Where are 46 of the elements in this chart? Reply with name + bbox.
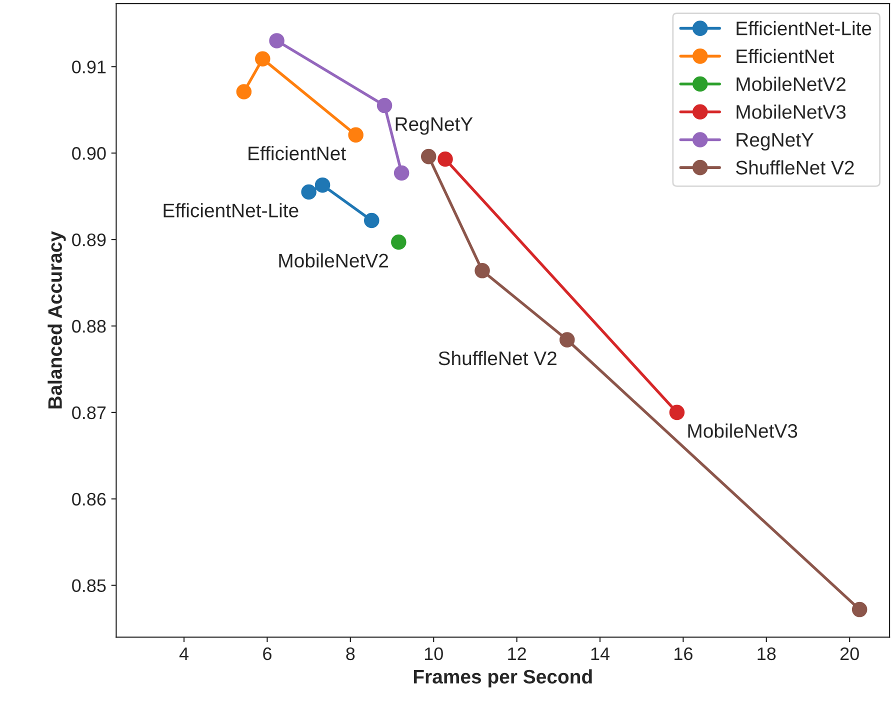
x-tick-label: 8: [346, 647, 355, 660]
annotation: MobileNetV2: [279, 253, 388, 268]
x-axis-title: Frames per Second: [414, 669, 592, 688]
point: [438, 152, 453, 167]
annotation: EfficientNet: [248, 146, 346, 160]
point: [669, 404, 685, 420]
point: [394, 165, 410, 181]
point: [236, 84, 252, 100]
legend-label: ShuffleNet V2: [736, 160, 854, 175]
point: [269, 33, 284, 48]
annotation: RegNetY: [396, 117, 473, 135]
legend-label: EfficientNet: [736, 48, 834, 64]
y-tick-label: 0.88: [72, 320, 106, 333]
x-tick-label: 6: [263, 647, 272, 660]
x-tick-label: 20: [840, 647, 859, 660]
point: [852, 602, 868, 618]
point: [301, 184, 316, 200]
x-tick-label: 18: [758, 647, 776, 660]
x-tick-label: 12: [508, 647, 526, 660]
point: [348, 127, 364, 143]
x-tick-label: 16: [674, 647, 692, 660]
y-tick-label: 0.91: [72, 60, 106, 74]
y-tick-label: 0.86: [72, 492, 106, 506]
x-tick-label: 14: [591, 648, 610, 660]
legend-label: RegNetY: [736, 133, 814, 151]
y-tick-label: 0.85: [72, 579, 106, 592]
point: [420, 148, 436, 164]
legend-label: MobileNetV3: [736, 104, 846, 119]
x-tick-label: 4: [179, 648, 189, 660]
point: [391, 234, 406, 250]
y-tick-label: 0.89: [72, 233, 106, 246]
legend-label: EfficientNet-Lite: [736, 21, 872, 36]
point: [474, 263, 490, 278]
y-tick-label: 0.87: [72, 406, 106, 420]
point: [560, 332, 575, 348]
point: [376, 98, 392, 114]
x-tick-label: 10: [424, 647, 443, 660]
point: [255, 51, 270, 67]
annotation: EfficientNet-Lite: [164, 203, 298, 218]
legend-label: MobileNetV2: [736, 76, 846, 92]
y-axis-title: Balanced Accuracy: [48, 231, 66, 408]
point: [364, 212, 380, 228]
point: [314, 177, 330, 193]
annotation: MobileNetV3: [688, 424, 798, 438]
annotation: ShuffleNet V2: [438, 350, 556, 366]
y-tick-label: 0.90: [72, 147, 106, 160]
